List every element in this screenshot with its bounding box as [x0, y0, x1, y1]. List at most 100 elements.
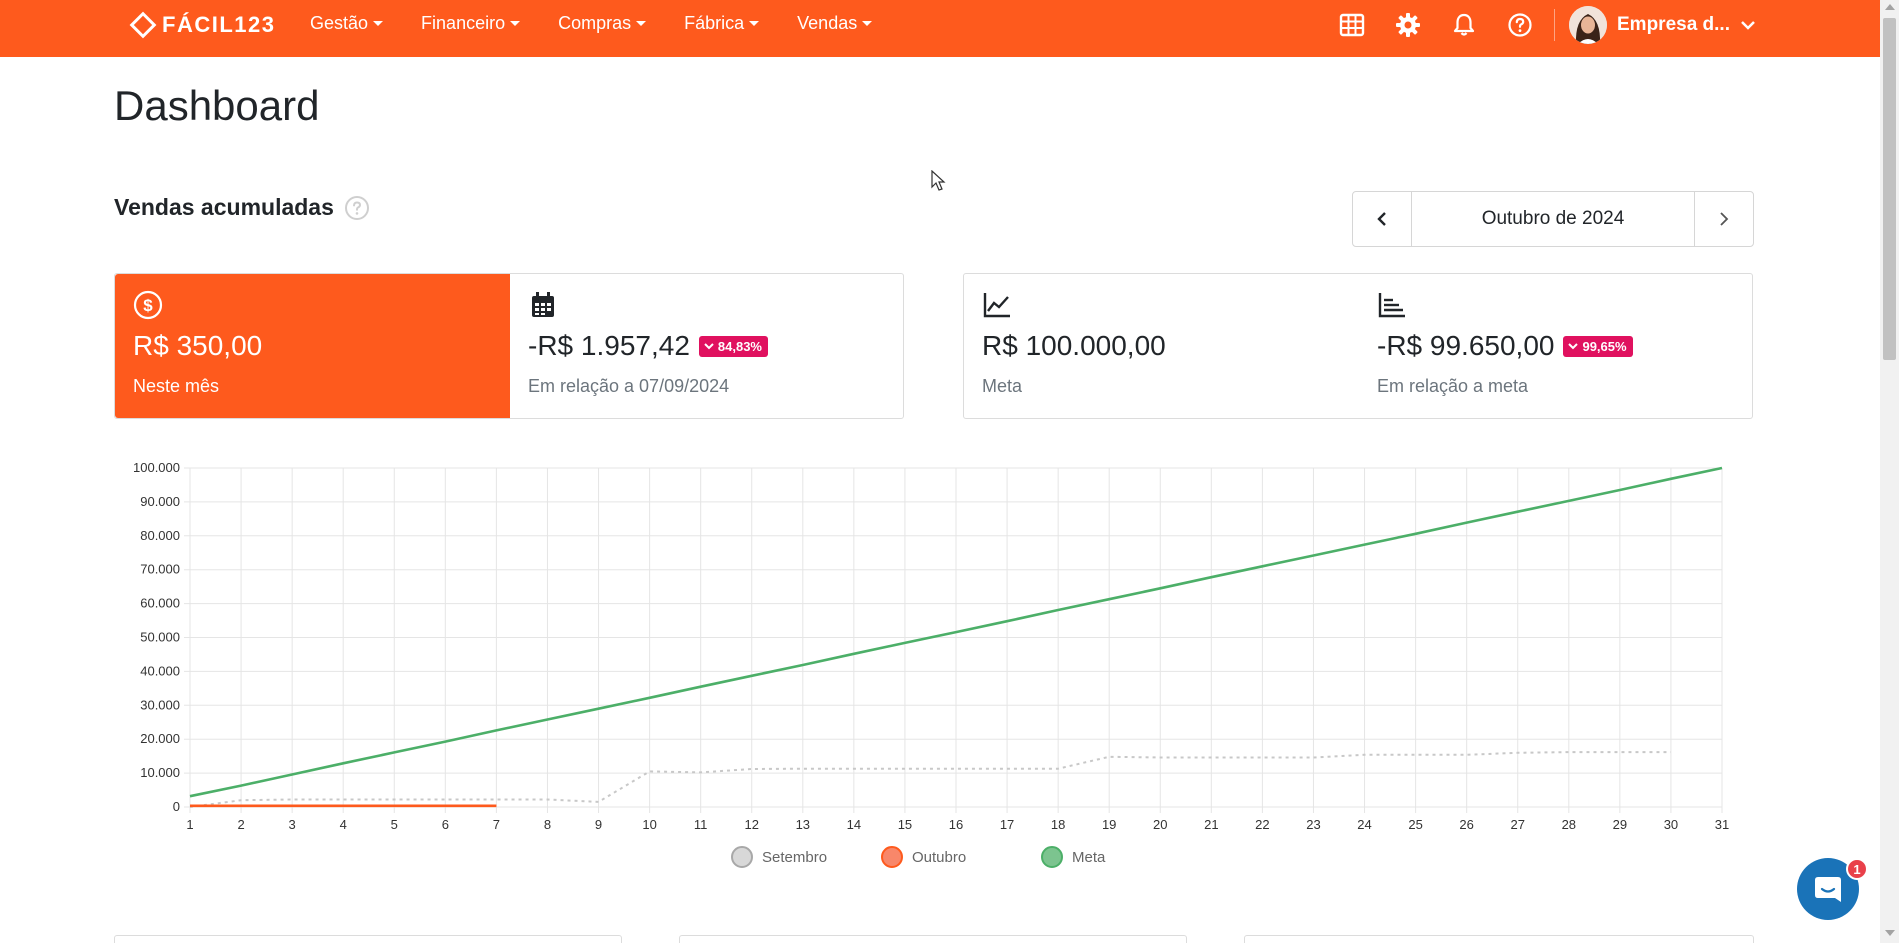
x-tick-label: 14 — [847, 817, 861, 832]
x-tick-label: 6 — [442, 817, 449, 832]
menu-vendas[interactable]: Vendas — [797, 13, 873, 34]
menu-financeiro[interactable]: Financeiro — [421, 13, 521, 34]
line-chart-icon — [983, 293, 1010, 318]
scroll-down-icon[interactable] — [1885, 930, 1895, 936]
x-tick-label: 26 — [1459, 817, 1473, 832]
x-tick-label: 21 — [1204, 817, 1218, 832]
legend-swatch-setembro — [731, 846, 753, 868]
x-tick-label: 7 — [493, 817, 500, 832]
series-line-meta — [189, 466, 1723, 798]
notifications-button[interactable] — [1450, 11, 1478, 39]
brand-logo[interactable]: FÁCIL123 — [128, 10, 275, 40]
y-tick-label: 0 — [173, 799, 180, 814]
x-tick-label: 3 — [289, 817, 296, 832]
chevron-right-icon — [1720, 212, 1729, 226]
bottom-card-2 — [679, 935, 1187, 943]
section-title-text: Vendas acumuladas — [114, 194, 334, 220]
caret-down-icon — [749, 20, 760, 26]
main-menu: Gestão Financeiro Compras Fábrica Vendas — [310, 0, 910, 46]
x-tick-label: 8 — [544, 817, 551, 832]
bell-icon — [1453, 13, 1475, 36]
help-button[interactable] — [1506, 11, 1534, 39]
menu-compras[interactable]: Compras — [558, 13, 647, 34]
goal-summary-card: R$ 100.000,00 Meta -R$ 99.650,00 99,65% … — [963, 273, 1753, 419]
x-tick-label: 16 — [949, 817, 963, 832]
stat-label: Em relação a 07/09/2024 — [528, 376, 730, 396]
help-circle-icon — [1508, 13, 1532, 37]
chat-launcher-button[interactable] — [1797, 858, 1859, 920]
chat-unread-badge: 1 — [1846, 858, 1868, 880]
x-tick-label: 5 — [391, 817, 398, 832]
legend-label-outubro: Outubro — [912, 849, 966, 866]
current-month-label[interactable]: Outubro de 2024 — [1411, 192, 1695, 246]
y-tick-label: 80.000 — [140, 528, 180, 543]
x-tick-label: 11 — [694, 817, 708, 832]
x-tick-label: 4 — [340, 817, 347, 832]
x-tick-label: 20 — [1153, 817, 1167, 832]
caret-down-icon — [373, 20, 384, 26]
next-month-button[interactable] — [1695, 192, 1753, 246]
x-tick-label: 13 — [796, 817, 810, 832]
x-tick-label: 19 — [1102, 817, 1116, 832]
legend-label-meta: Meta — [1072, 849, 1106, 866]
scroll-up-icon[interactable] — [1885, 4, 1895, 10]
chevron-left-icon — [1377, 212, 1386, 226]
x-tick-label: 9 — [595, 817, 602, 832]
page-title: Dashboard — [114, 82, 320, 129]
x-tick-label: 2 — [237, 817, 244, 832]
y-tick-label: 40.000 — [140, 663, 180, 678]
legend-swatch-outubro — [881, 846, 903, 868]
user-avatar[interactable] — [1569, 6, 1607, 44]
chat-bubble-icon — [1815, 877, 1841, 902]
x-tick-label: 15 — [898, 817, 912, 832]
x-tick-label: 23 — [1306, 817, 1320, 832]
company-name: Empresa d... — [1617, 14, 1730, 35]
settings-button[interactable] — [1394, 11, 1422, 39]
sales-summary-card: $ R$ 350,00 Neste mês -R$ 1.957,42 84,83… — [114, 273, 904, 419]
navbar-actions: Empresa d... — [1338, 0, 1756, 50]
x-tick-label: 25 — [1408, 817, 1422, 832]
svg-text:$: $ — [143, 296, 153, 315]
y-tick-label: 60.000 — [140, 596, 180, 611]
section-title: Vendas acumuladas — [114, 194, 370, 221]
menu-gestao[interactable]: Gestão — [310, 13, 384, 34]
decrease-badge: 84,83% — [698, 335, 768, 357]
x-tick-label: 27 — [1510, 817, 1524, 832]
chevron-down-icon — [704, 343, 714, 350]
caret-down-icon — [862, 20, 873, 26]
bottom-card-1 — [114, 935, 622, 943]
month-picker: Outubro de 2024 — [1352, 191, 1754, 247]
chevron-down-icon — [1568, 343, 1579, 350]
x-tick-label: 22 — [1255, 817, 1269, 832]
caret-down-icon — [510, 20, 521, 26]
stat-goal: R$ 100.000,00 Meta — [964, 274, 1359, 418]
apps-button[interactable] — [1338, 11, 1366, 39]
stat-label: Neste mês — [133, 376, 220, 396]
x-tick-label: 12 — [744, 817, 758, 832]
y-tick-label: 50.000 — [140, 630, 180, 645]
previous-month-button[interactable] — [1353, 192, 1411, 246]
y-tick-label: 30.000 — [140, 697, 180, 712]
bar-chart-icon — [1378, 293, 1405, 318]
x-tick-label: 24 — [1357, 817, 1371, 832]
stat-this-month: $ R$ 350,00 Neste mês — [115, 274, 510, 418]
gear-icon — [1396, 13, 1420, 37]
scrollbar-thumb[interactable] — [1883, 18, 1896, 360]
x-tick-label: 30 — [1664, 817, 1678, 832]
menu-fabrica[interactable]: Fábrica — [684, 13, 760, 34]
company-switcher[interactable]: Empresa d... — [1617, 14, 1756, 36]
avatar-image — [1569, 6, 1607, 44]
calendar-icon — [532, 292, 554, 317]
stat-value: R$ 100.000,00 — [982, 330, 1166, 361]
x-tick-label: 31 — [1715, 817, 1729, 832]
stat-value: -R$ 99.650,00 99,65% — [1377, 330, 1736, 362]
accumulated-sales-chart: 0 10.000 20.000 30.000 40.000 50.000 60.000 70.… — [110, 455, 1760, 875]
y-tick-label: 90.000 — [140, 494, 180, 509]
question-circle-icon[interactable] — [344, 195, 370, 221]
stat-value: R$ 350,00 — [133, 330, 263, 361]
x-tick-label: 1 — [186, 817, 193, 832]
y-tick-label: 10.000 — [140, 765, 180, 780]
series-line-setembro — [189, 751, 1671, 808]
stat-vs-goal: -R$ 99.650,00 99,65% Em relação a meta — [1359, 274, 1754, 418]
navbar-divider — [1554, 9, 1555, 41]
